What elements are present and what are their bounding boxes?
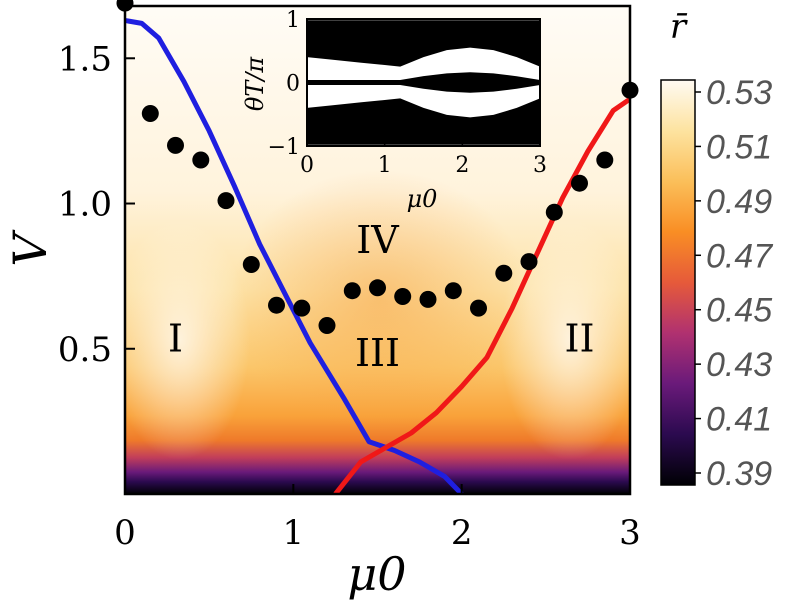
colorbar-ticks: 0.53 0.51 0.49 0.47 0.45 0.43 0.41 0.39 (695, 74, 773, 493)
x-tick-label: 2 (451, 513, 473, 553)
plot-frame (123, 4, 632, 496)
colorbar-tick-label: 0.41 (706, 401, 772, 439)
data-point (419, 290, 437, 308)
data-point (141, 105, 159, 122)
y-tick-label: 0.5 (58, 330, 112, 370)
data-point (293, 299, 311, 317)
data-point (520, 253, 538, 271)
data-point (394, 288, 412, 305)
inset-x-tick-label: 2 (455, 153, 469, 178)
inset-x-axis-label: μ0 (407, 185, 438, 213)
region-label-IV: IV (356, 218, 399, 262)
data-point (369, 279, 386, 297)
x-axis: 0 1 2 3 (114, 484, 641, 553)
inset-bands (307, 20, 540, 145)
colorbar: r̄ 0.53 0.51 0.49 0.47 0.45 0.43 0.41 0.39 (660, 7, 773, 493)
inset-axes: 0 1 2 310−1 (268, 8, 547, 178)
dots-layer (116, 0, 639, 334)
inset-y-tick-label: 0 (286, 72, 300, 97)
colorbar-tick-label: 0.53 (706, 74, 772, 112)
colorbar-tick-label: 0.39 (706, 455, 772, 493)
data-point (571, 174, 588, 192)
colorbar-bar (660, 79, 696, 486)
x-tick-label: 0 (114, 513, 136, 553)
inset-x-tick-label: 0 (300, 153, 314, 178)
colorbar-tick-label: 0.49 (706, 183, 772, 221)
inset-band (307, 98, 540, 145)
inset-plot: 0 1 2 310−1 μ0 θT/π (241, 8, 547, 213)
data-point (242, 256, 260, 273)
inset-y-tick-label: 1 (286, 8, 300, 33)
y-axis-label: V (3, 229, 57, 267)
x-tick-label: 3 (619, 513, 641, 553)
colorbar-title: r̄ (670, 7, 688, 47)
data-point (596, 151, 614, 169)
red-boundary-line (333, 96, 630, 494)
data-point (268, 296, 285, 314)
y-axis: 0.5 1.0 1.5 (58, 39, 135, 370)
data-point (470, 299, 487, 317)
series-layer (125, 18, 630, 494)
inset-band (307, 20, 540, 67)
x-axis-label: μ0 (347, 547, 406, 600)
data-point (192, 151, 210, 169)
heatmap-bright-region-left (125, 220, 250, 460)
heatmap-bright-region-right (500, 220, 630, 460)
data-point (217, 192, 235, 210)
region-label-III: III (355, 331, 400, 375)
y-tick-label: 1.0 (58, 185, 112, 225)
region-label-II: II (564, 317, 594, 361)
y-tick-label: 1.5 (58, 39, 112, 79)
data-point (343, 282, 361, 300)
heatmap-warm-region-center (230, 170, 530, 430)
data-point (545, 203, 563, 221)
data-point (444, 282, 462, 300)
colorbar-tick-label: 0.43 (706, 346, 772, 384)
inset-y-tick-label: −1 (268, 135, 300, 160)
inset-y-axis-label: θT/π (241, 56, 269, 112)
x-tick-label: 1 (283, 513, 305, 553)
colorbar-tick-label: 0.45 (706, 292, 772, 330)
data-point (167, 136, 184, 154)
inset-band (307, 72, 540, 93)
colorbar-tick-label: 0.51 (706, 128, 772, 166)
blue-boundary-line (125, 18, 464, 494)
data-point (495, 264, 513, 282)
region-label-I: I (168, 317, 183, 361)
data-point (318, 317, 336, 334)
inset-x-tick-label: 1 (378, 153, 392, 178)
inset-x-tick-label: 3 (533, 153, 547, 178)
colorbar-tick-label: 0.47 (706, 237, 773, 275)
